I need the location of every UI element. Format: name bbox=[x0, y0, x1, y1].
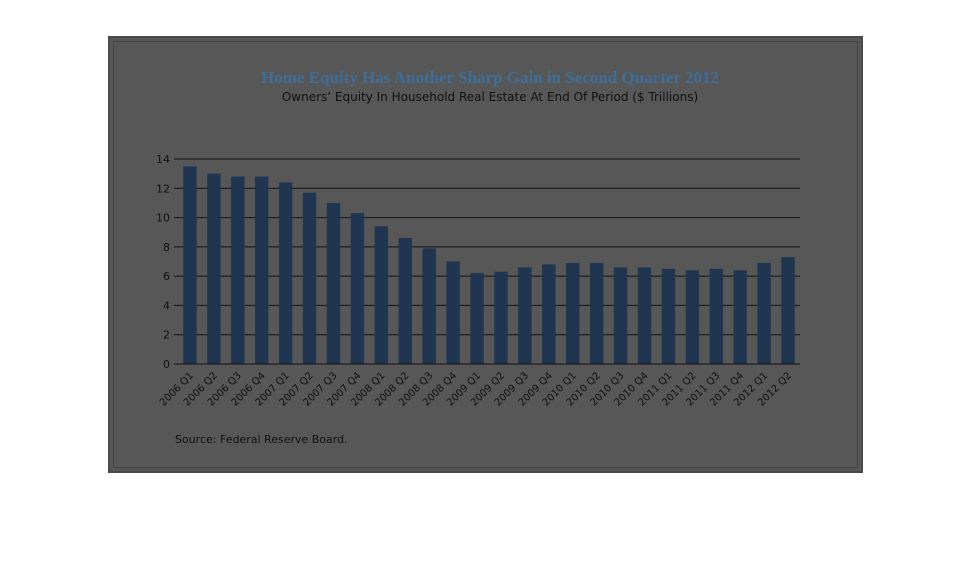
bar bbox=[302, 192, 317, 364]
bar bbox=[470, 273, 484, 364]
y-tick-label: 0 bbox=[163, 358, 170, 371]
bar bbox=[278, 182, 293, 364]
bar bbox=[613, 267, 628, 364]
bars bbox=[183, 166, 795, 364]
y-tick-label: 4 bbox=[163, 299, 170, 312]
bar bbox=[374, 226, 389, 364]
chart-figure: Home Equity Has Another Sharp Gain in Se… bbox=[108, 36, 863, 473]
bar bbox=[709, 268, 723, 364]
bar bbox=[518, 267, 532, 364]
bar-chart: Home Equity Has Another Sharp Gain in Se… bbox=[156, 68, 800, 408]
y-tick-label: 6 bbox=[163, 270, 170, 283]
bar bbox=[781, 257, 795, 364]
bar bbox=[685, 270, 700, 364]
bar bbox=[733, 270, 747, 364]
bar bbox=[207, 173, 221, 364]
bar bbox=[446, 261, 460, 364]
bar bbox=[398, 238, 412, 364]
bar bbox=[231, 176, 245, 364]
bar bbox=[661, 268, 676, 364]
y-tick-label: 2 bbox=[163, 329, 170, 342]
y-tick-label: 12 bbox=[156, 182, 170, 195]
y-tick-label: 8 bbox=[163, 241, 170, 254]
y-tick-label: 14 bbox=[156, 153, 170, 166]
bar bbox=[183, 166, 197, 364]
bar bbox=[757, 262, 771, 364]
y-tick-label: 10 bbox=[156, 212, 170, 225]
bar bbox=[566, 262, 580, 364]
gridlines bbox=[178, 158, 800, 365]
bar bbox=[589, 262, 604, 364]
bar bbox=[542, 264, 556, 364]
source-note: Source: Federal Reserve Board. bbox=[175, 433, 348, 446]
bar bbox=[326, 202, 341, 364]
bar bbox=[255, 176, 269, 364]
chart-subtitle: Owners’ Equity In Household Real Estate … bbox=[282, 90, 698, 104]
chart-frame bbox=[113, 41, 858, 468]
y-axis-ticks: 0 2 4 6 8 10 12 14 bbox=[156, 153, 178, 371]
chart-title: Home Equity Has Another Sharp Gain in Se… bbox=[261, 68, 719, 87]
bar bbox=[637, 267, 652, 364]
bar bbox=[422, 248, 436, 364]
bar bbox=[494, 271, 508, 364]
bar bbox=[350, 213, 365, 364]
